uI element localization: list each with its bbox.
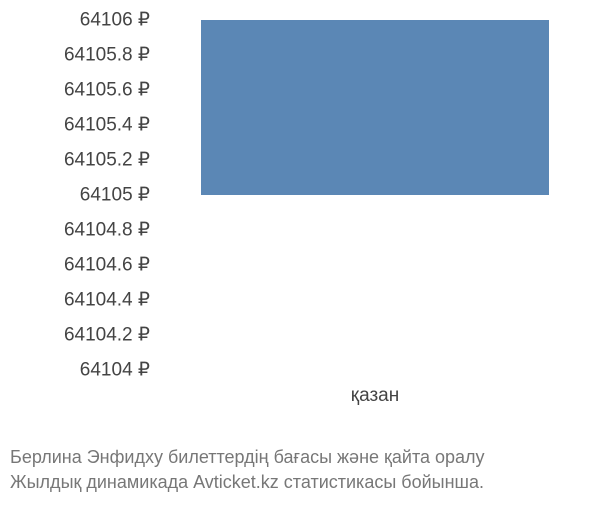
chart-container: 64106 ₽ 64105.8 ₽ 64105.6 ₽ 64105.4 ₽ 64105.… bbox=[10, 10, 590, 440]
caption: Берлина Энфидху билеттердің бағасы және … bbox=[10, 445, 485, 495]
y-axis: 64106 ₽ 64105.8 ₽ 64105.6 ₽ 64105.4 ₽ 64105.… bbox=[10, 10, 160, 380]
y-tick: 64105 ₽ bbox=[80, 184, 150, 207]
y-tick: 64104 ₽ bbox=[80, 359, 150, 382]
caption-line2: Жылдық динамикада Avticket.kz статистика… bbox=[10, 470, 485, 495]
caption-line1: Берлина Энфидху билеттердің бағасы және … bbox=[10, 445, 485, 470]
y-tick: 64105.4 ₽ bbox=[64, 114, 150, 137]
y-tick: 64105.6 ₽ bbox=[64, 79, 150, 102]
y-tick: 64104.4 ₽ bbox=[64, 289, 150, 312]
y-tick: 64104.8 ₽ bbox=[64, 219, 150, 242]
y-tick: 64104.6 ₽ bbox=[64, 254, 150, 277]
x-axis-label: қазан bbox=[351, 385, 399, 407]
y-tick: 64105.8 ₽ bbox=[64, 44, 150, 67]
bar bbox=[201, 20, 550, 195]
y-tick: 64105.2 ₽ bbox=[64, 149, 150, 172]
y-tick: 64104.2 ₽ bbox=[64, 324, 150, 347]
plot-area: қазан bbox=[170, 10, 580, 380]
y-tick: 64106 ₽ bbox=[80, 9, 150, 32]
